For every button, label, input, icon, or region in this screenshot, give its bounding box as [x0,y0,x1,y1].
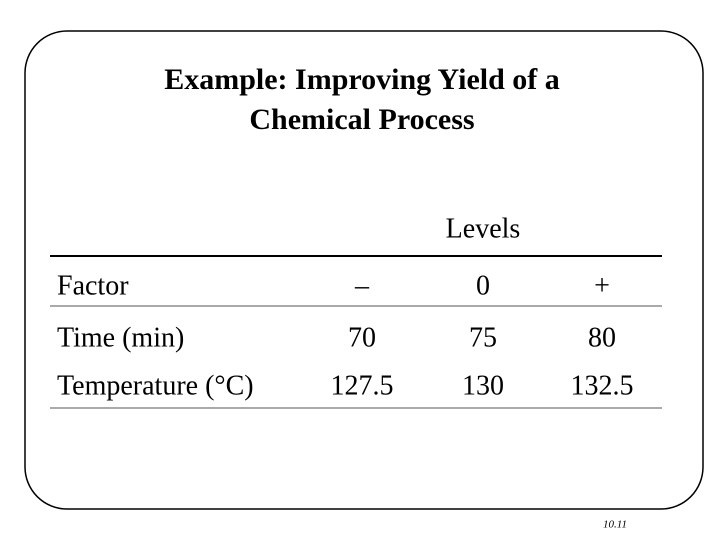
column-header: Factor [57,270,129,301]
group-header: Levels [446,213,521,244]
title-line: Chemical Process [249,103,474,136]
row-label: Temperature (°C) [57,370,254,401]
column-header: – [354,270,370,301]
page-number: 10.11 [603,519,627,531]
column-header: 0 [476,270,490,301]
row-label: Time (min) [57,322,184,353]
table-cell: 132.5 [571,370,634,401]
table-cell: 130 [462,370,504,401]
table-cell: 80 [588,322,616,353]
table-cell: 75 [469,322,497,353]
table: Factor – 0 + Time (min) 70 75 80 Temperature (°C… [57,270,634,401]
slide-frame [24,30,704,510]
table-cell: 127.5 [331,370,394,401]
column-header: + [594,270,610,301]
table-cell: 70 [348,322,376,353]
title-line: Example: Improving Yield of a [164,63,560,96]
